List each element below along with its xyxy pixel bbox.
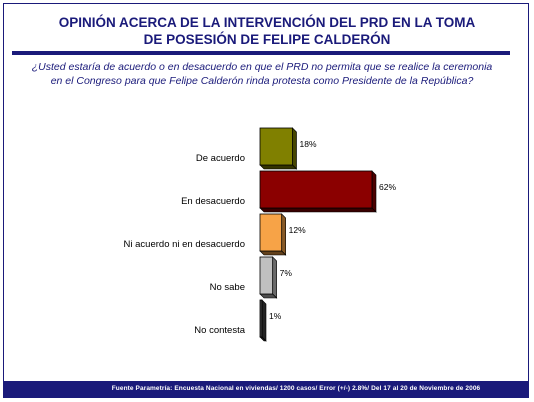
bar-side: [292, 127, 297, 170]
category-label: No sabe: [210, 282, 245, 293]
title-line-1: OPINIÓN ACERCA DE LA INTERVENCIÓN DEL PR…: [58, 15, 476, 30]
bar-side: [261, 299, 267, 342]
bar-side: [371, 170, 377, 213]
bar-group: 18% De acuerdo: [196, 127, 317, 170]
value-label: 1%: [269, 311, 282, 321]
bar: [259, 170, 373, 209]
bar-bottom: [259, 250, 287, 256]
survey-question: ¿Usted estaría de acuerdo o en desacuerd…: [12, 60, 512, 88]
bar-group: 12% Ni acuerdo ni en desacuerdo: [124, 213, 306, 256]
bar: [259, 256, 274, 295]
value-label: 7%: [280, 268, 293, 278]
category-label: Ni acuerdo ni en desacuerdo: [124, 239, 245, 250]
bar-group: 7% No sabe: [210, 256, 293, 299]
source-note: Fuente Parametría: Encuesta Nacional en …: [111, 385, 481, 392]
question-line-2: en el Congreso para que Felipe Calderón …: [50, 75, 474, 87]
bar: [259, 213, 283, 252]
bar-group: 62% En desacuerdo: [181, 170, 396, 213]
category-label: En desacuerdo: [181, 196, 245, 207]
value-label: 12%: [289, 225, 306, 235]
bar-bottom: [259, 164, 298, 170]
question-line-1: ¿Usted estaría de acuerdo o en desacuerd…: [31, 61, 493, 73]
bar: [259, 127, 293, 166]
slide-frame: [3, 3, 529, 398]
bar: [259, 299, 263, 338]
value-label: 62%: [379, 182, 396, 192]
bar-side: [272, 256, 277, 299]
title-line-2: DE POSESIÓN DE FELIPE CALDERÓN: [143, 32, 391, 47]
value-label: 18%: [300, 139, 317, 149]
category-label: De acuerdo: [196, 153, 245, 164]
bar-side: [281, 213, 286, 256]
chart-title: OPINIÓN ACERCA DE LA INTERVENCIÓN DEL PR…: [0, 14, 534, 48]
source-footer: Fuente Parametría: Encuesta Nacional en …: [3, 381, 529, 397]
bar-bottom: [259, 207, 377, 213]
category-label: No contesta: [194, 325, 245, 336]
bar-group: 1% No contesta: [194, 299, 282, 342]
title-divider: [12, 51, 510, 55]
